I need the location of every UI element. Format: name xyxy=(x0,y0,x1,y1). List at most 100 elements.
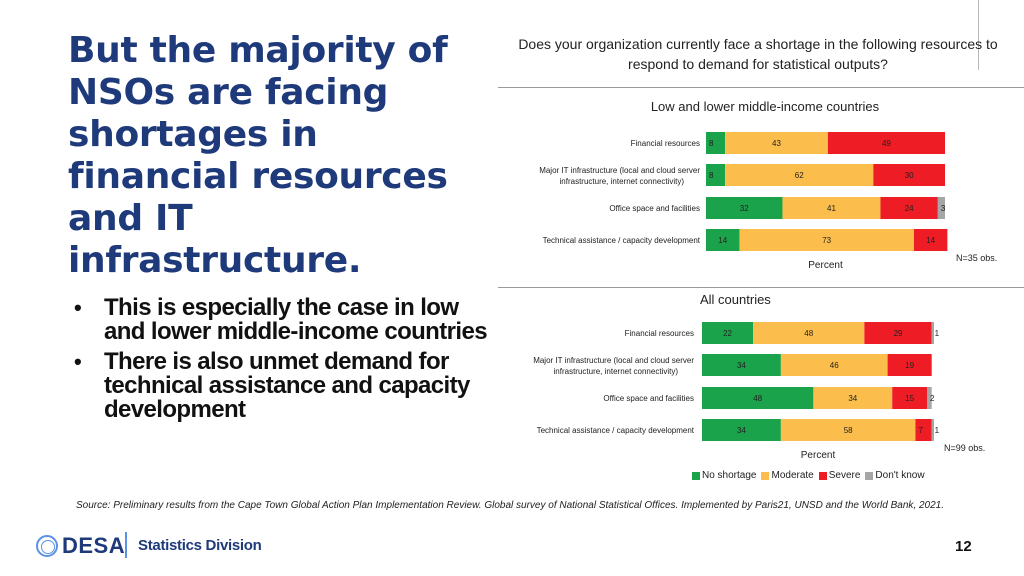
bar-value-label: 30 xyxy=(905,171,914,180)
bar-value-label: 62 xyxy=(795,171,804,180)
bar-value-label: 8 xyxy=(709,139,714,148)
bar-segment xyxy=(702,322,754,344)
x-axis-label: Percent xyxy=(808,260,843,271)
legend-swatch xyxy=(865,471,874,480)
legend-label: No shortage xyxy=(702,470,757,481)
bar-segment xyxy=(873,164,945,186)
chart-2-n-label: N=99 obs. xyxy=(944,443,986,453)
legend-swatch xyxy=(761,471,770,480)
legend-item: No shortage xyxy=(692,470,756,481)
bar-value-label: 32 xyxy=(740,204,749,213)
slide-title: But the majority of NSOs are facing shor… xyxy=(68,30,448,281)
bar-segment xyxy=(927,387,932,409)
chart-all-countries: Financial resources 22 48 29 1 Major IT infra… xyxy=(533,322,940,461)
top-right-divider xyxy=(978,0,979,70)
bar-segment xyxy=(706,197,783,219)
category-label: Technical assistance / capacity developm… xyxy=(543,236,701,245)
legend-swatch xyxy=(818,471,827,480)
bullet-list: This is especially the case in low and l… xyxy=(72,296,492,428)
legend-swatch xyxy=(692,471,700,480)
un-emblem-icon xyxy=(36,535,58,557)
bar-segment xyxy=(931,419,934,441)
chart-1-n-label: N=35 obs. xyxy=(956,253,998,263)
bar-segment xyxy=(702,354,781,376)
bar-segment xyxy=(782,197,881,219)
bar-value-label: 1 xyxy=(935,329,940,338)
page-number: 12 xyxy=(955,538,972,555)
bar-segment xyxy=(706,229,740,251)
bar-segment xyxy=(931,322,934,344)
category-label: Technical assistance / capacity developm… xyxy=(537,426,695,435)
desa-wordmark: DESA xyxy=(62,533,126,558)
chart-1-title: Low and lower middle-income countries xyxy=(650,99,880,114)
bar-value-label: 7 xyxy=(918,426,923,435)
bar-value-label: 73 xyxy=(822,236,831,245)
bar-value-label: 29 xyxy=(894,329,903,338)
bar-segment xyxy=(780,354,888,376)
chart-low-income: Financial resources 8 43 49 Major IT infrast… xyxy=(539,132,948,271)
bar-value-label: 24 xyxy=(905,204,914,213)
bar-segment xyxy=(725,164,874,186)
bar-segment xyxy=(864,322,932,344)
bar-segment xyxy=(887,354,932,376)
bar-segment xyxy=(880,197,938,219)
bar-value-label: 46 xyxy=(830,361,839,370)
bar-value-label: 41 xyxy=(827,204,836,213)
bar-segment xyxy=(702,387,814,409)
bar-value-label: 49 xyxy=(882,139,891,148)
category-label: Financial resources xyxy=(625,329,694,338)
chart-legend: No shortage Moderate Severe Don't know xyxy=(692,470,930,481)
legend-item: Severe xyxy=(818,470,861,481)
bar-segment xyxy=(780,419,916,441)
survey-question: Does your organization currently face a … xyxy=(518,36,998,72)
bullet-item: There is also unmet demand for technical… xyxy=(72,350,492,422)
bar-segment xyxy=(813,387,893,409)
desa-logo: DESA xyxy=(36,533,125,559)
legend-item: Don't know xyxy=(865,470,925,481)
footer-separator xyxy=(125,532,127,558)
bar-value-label: 43 xyxy=(772,139,781,148)
bar-value-label: 58 xyxy=(844,426,853,435)
legend-label: Moderate xyxy=(771,470,814,481)
category-label: Major IT infrastructure (local and cloud… xyxy=(533,356,694,376)
category-label: Office space and facilities xyxy=(609,204,700,213)
bar-value-label: 48 xyxy=(804,329,813,338)
bar-value-label: 8 xyxy=(709,171,714,180)
bar-value-label: 22 xyxy=(723,329,732,338)
bar-value-label: 14 xyxy=(718,236,727,245)
bar-value-label: 2 xyxy=(930,394,935,403)
bar-segment xyxy=(753,322,865,344)
bar-value-label: 19 xyxy=(905,361,914,370)
category-label: Financial resources xyxy=(631,139,700,148)
x-axis-label: Percent xyxy=(801,450,836,461)
bar-segment xyxy=(706,164,726,186)
bullet-item: This is especially the case in low and l… xyxy=(72,296,492,344)
chart-divider-middle xyxy=(498,287,1024,288)
bar-segment xyxy=(937,197,945,219)
bar-segment xyxy=(725,132,828,154)
category-label: Major IT infrastructure (local and cloud… xyxy=(539,166,700,186)
bar-segment xyxy=(827,132,945,154)
bar-value-label: 34 xyxy=(737,426,746,435)
category-label: Office space and facilities xyxy=(603,394,694,403)
legend-label: Severe xyxy=(828,470,861,481)
bar-value-label: 34 xyxy=(848,394,857,403)
bar-segment xyxy=(913,229,948,251)
division-name: Statistics Division xyxy=(138,537,262,554)
chart-divider-top xyxy=(498,87,1024,88)
bar-segment xyxy=(739,229,914,251)
source-note: Source: Preliminary results from the Cap… xyxy=(76,500,944,511)
bar-value-label: 34 xyxy=(737,361,746,370)
bar-segment xyxy=(702,419,781,441)
bar-value-label: 1 xyxy=(935,426,940,435)
legend-label: Don't know xyxy=(875,470,925,481)
chart-2-title: All countries xyxy=(700,292,771,307)
bar-segment xyxy=(915,419,932,441)
bar-value-label: 14 xyxy=(926,236,935,245)
legend-item: Moderate xyxy=(761,470,814,481)
bar-segment xyxy=(706,132,726,154)
bar-value-label: 15 xyxy=(905,394,914,403)
bar-value-label: 48 xyxy=(753,394,762,403)
bar-value-label: 3 xyxy=(941,204,946,213)
bar-segment xyxy=(892,387,928,409)
